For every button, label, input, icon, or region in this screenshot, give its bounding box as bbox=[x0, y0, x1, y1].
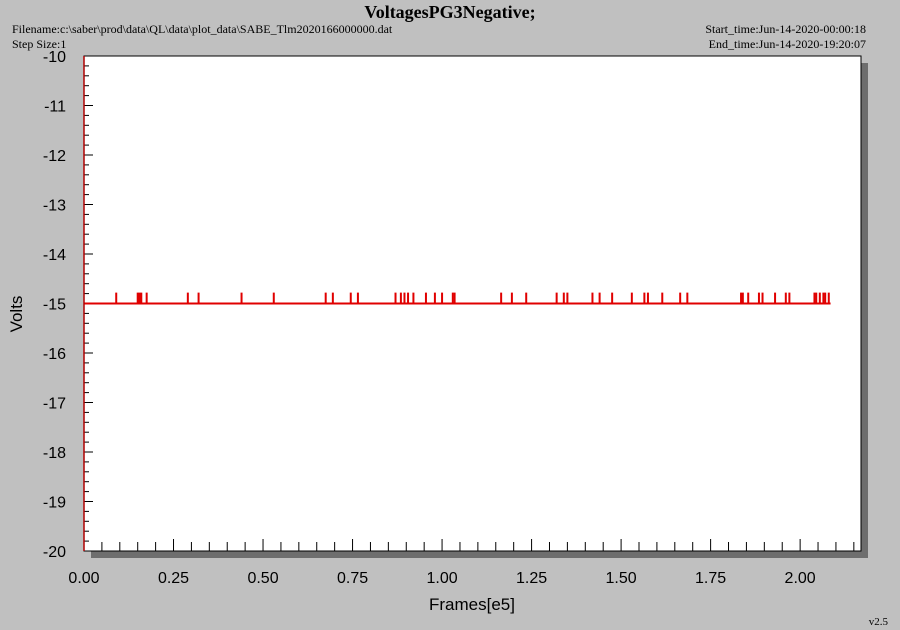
y-tick-label: -12 bbox=[43, 148, 66, 165]
y-tick-label: -16 bbox=[43, 346, 66, 363]
x-tick-label: 0.00 bbox=[68, 570, 99, 587]
series-volts bbox=[84, 292, 831, 305]
y-tick-label: -14 bbox=[43, 247, 66, 264]
filename-label: Filename:c:\saber\prod\data\QL\data\plot… bbox=[12, 22, 393, 36]
x-tick-label: 2.00 bbox=[785, 570, 816, 587]
y-tick-label: -18 bbox=[43, 445, 66, 462]
y-tick-label: -10 bbox=[43, 49, 66, 66]
y-tick-label: -19 bbox=[43, 495, 66, 512]
x-tick-label: 1.25 bbox=[516, 570, 547, 587]
step-size-label: Step Size:1 bbox=[12, 37, 67, 51]
start-time-label: Start_time:Jun-14-2020-00:00:18 bbox=[705, 22, 866, 36]
y-tick-label: -20 bbox=[43, 544, 66, 561]
x-tick-label: 0.50 bbox=[247, 570, 278, 587]
y-axis-ticks: -10 -11 -12 -13 -14 -15 -16 -17 -18 -19 -20 bbox=[43, 49, 93, 561]
x-axis-title: Frames[e5] bbox=[429, 595, 515, 614]
y-tick-label: -13 bbox=[43, 198, 66, 215]
y-axis-title: Volts bbox=[7, 296, 26, 333]
chart-title: VoltagesPG3Negative; bbox=[364, 2, 536, 22]
x-tick-label: 0.25 bbox=[158, 570, 189, 587]
x-tick-label: 0.75 bbox=[337, 570, 368, 587]
x-tick-label: 1.00 bbox=[426, 570, 457, 587]
y-tick-label: -11 bbox=[44, 99, 66, 116]
x-axis-ticks: 0.00 0.25 0.50 0.75 1.00 1.25 1.50 1.75 2.00 bbox=[68, 539, 855, 587]
end-time-label: End_time:Jun-14-2020-19:20:07 bbox=[708, 37, 866, 51]
y-tick-label: -17 bbox=[43, 396, 66, 413]
version-label: v2.5 bbox=[868, 616, 888, 628]
y-tick-label: -15 bbox=[43, 297, 66, 314]
x-tick-label: 1.75 bbox=[695, 570, 726, 587]
x-tick-label: 1.50 bbox=[606, 570, 637, 587]
